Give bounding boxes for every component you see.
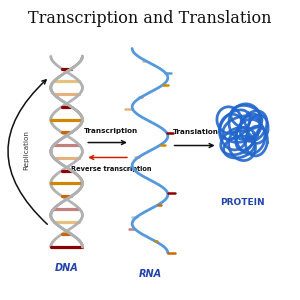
Text: Reverse transcription: Reverse transcription xyxy=(71,167,152,172)
Text: Translation: Translation xyxy=(173,129,219,135)
FancyArrowPatch shape xyxy=(8,80,47,224)
Text: RNA: RNA xyxy=(138,269,162,279)
Text: DNA: DNA xyxy=(55,263,79,274)
Text: Transcription: Transcription xyxy=(84,128,138,134)
Text: PROTEIN: PROTEIN xyxy=(220,198,264,207)
Text: Replication: Replication xyxy=(23,130,29,170)
Text: Transcription and Translation: Transcription and Translation xyxy=(28,10,272,27)
